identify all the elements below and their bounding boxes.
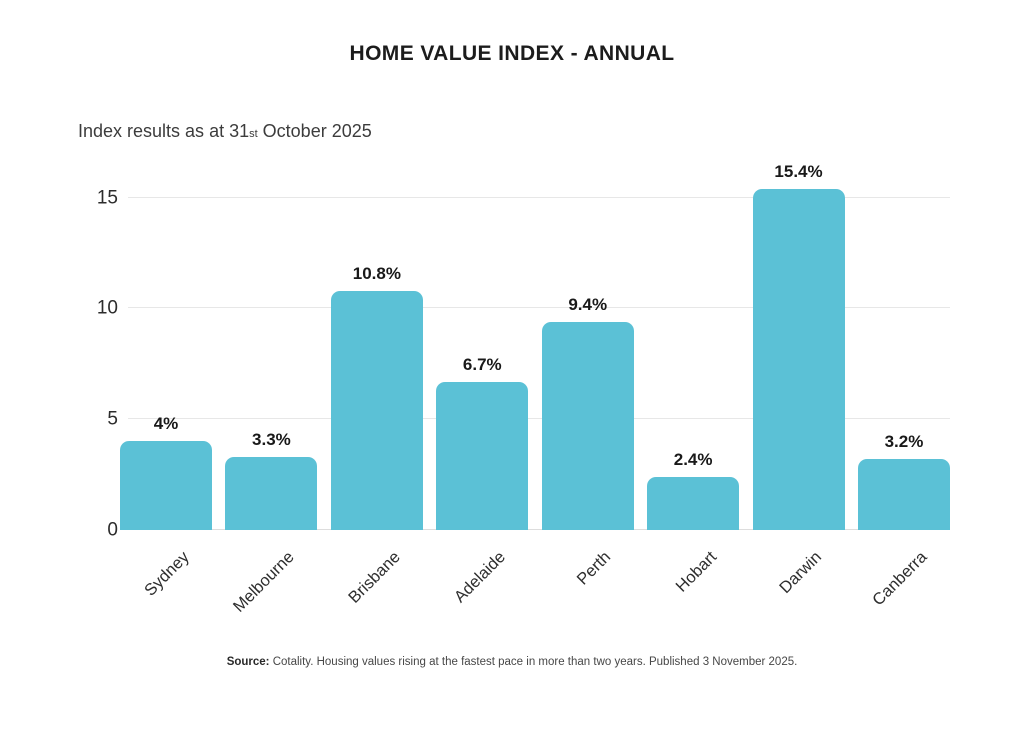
x-slot-darwin: Darwin xyxy=(753,538,845,653)
bar-rect-sydney xyxy=(120,441,212,530)
bar-darwin: 15.4% xyxy=(752,162,845,530)
bar-hobart: 2.4% xyxy=(647,450,740,530)
gridline xyxy=(128,307,950,309)
bar-rect-perth xyxy=(541,321,634,530)
bar-value-label-adelaide: 6.7% xyxy=(462,354,502,374)
plot-area: 4% 3.3% 10.8% 6.7% 9.4% 2.4% 15.4% 3.2% xyxy=(120,162,950,530)
x-axis: Sydney Melbourne Brisbane Adelaide Perth Hoba… xyxy=(120,538,950,653)
subtitle-text: Index results as at 31 xyxy=(78,121,250,141)
bar-value-label-darwin: 15.4% xyxy=(774,161,823,181)
x-tick-label-adelaide: Adelaide xyxy=(450,548,509,607)
y-tick-label-10: 10 xyxy=(96,297,118,319)
x-tick-label-hobart: Hobart xyxy=(672,548,720,596)
subtitle-date: October 2025 xyxy=(257,121,372,141)
x-slot-sydney: Sydney xyxy=(120,538,212,653)
bar-rect-darwin xyxy=(752,188,845,530)
x-slot-brisbane: Brisbane xyxy=(331,538,423,653)
x-slot-perth: Perth xyxy=(542,538,634,653)
x-tick-label-brisbane: Brisbane xyxy=(344,548,404,607)
x-slot-melbourne: Melbourne xyxy=(225,538,317,653)
x-tick-label-melbourne: Melbourne xyxy=(230,548,299,616)
chart-subtitle: Index results as at 31st October 2025 xyxy=(78,121,372,142)
bar-rect-hobart xyxy=(647,476,740,530)
x-tick-label-canberra: Canberra xyxy=(869,548,931,610)
source-note: Source: Cotality. Housing values rising … xyxy=(0,656,1024,668)
chart-title: HOME VALUE INDEX - ANNUAL xyxy=(349,42,675,65)
bar-value-label-perth: 9.4% xyxy=(568,294,608,314)
bar-value-label-brisbane: 10.8% xyxy=(352,263,401,283)
y-tick-label-5: 5 xyxy=(107,408,118,430)
bar-rect-melbourne xyxy=(225,456,318,530)
bar-sydney: 4% xyxy=(120,414,212,530)
source-label: Source: xyxy=(226,656,270,668)
x-slot-canberra: Canberra xyxy=(858,538,950,653)
x-slot-adelaide: Adelaide xyxy=(436,538,528,653)
bar-value-label-canberra: 3.2% xyxy=(884,432,924,452)
bar-rect-canberra xyxy=(857,459,950,530)
y-axis: 0 5 10 15 xyxy=(58,180,118,539)
x-tick-label-darwin: Darwin xyxy=(776,548,826,598)
y-tick-label-15: 15 xyxy=(96,187,118,209)
bar-rect-adelaide xyxy=(436,381,529,530)
gridline xyxy=(128,418,950,420)
x-tick-label-perth: Perth xyxy=(573,548,615,589)
bar-canberra: 3.2% xyxy=(857,432,950,530)
x-axis-line xyxy=(120,529,950,530)
bar-adelaide: 6.7% xyxy=(436,355,529,530)
x-slot-hobart: Hobart xyxy=(647,538,739,653)
x-tick-label-sydney: Sydney xyxy=(141,548,193,600)
subtitle-ordinal: st xyxy=(249,128,258,140)
gridline xyxy=(128,196,950,198)
bar-melbourne: 3.3% xyxy=(225,430,318,530)
bar-brisbane: 10.8% xyxy=(330,264,423,530)
bar-value-label-sydney: 4% xyxy=(153,414,179,434)
bar-value-label-melbourne: 3.3% xyxy=(252,429,291,449)
source-text: Cotality. Housing values rising at the f… xyxy=(269,656,798,668)
bar-value-label-hobart: 2.4% xyxy=(673,449,713,469)
bar-rect-brisbane xyxy=(330,290,423,530)
bars-row: 4% 3.3% 10.8% 6.7% 9.4% 2.4% 15.4% 3.2% xyxy=(120,162,950,530)
bar-perth: 9.4% xyxy=(541,295,634,530)
y-tick-label-0: 0 xyxy=(107,519,118,541)
